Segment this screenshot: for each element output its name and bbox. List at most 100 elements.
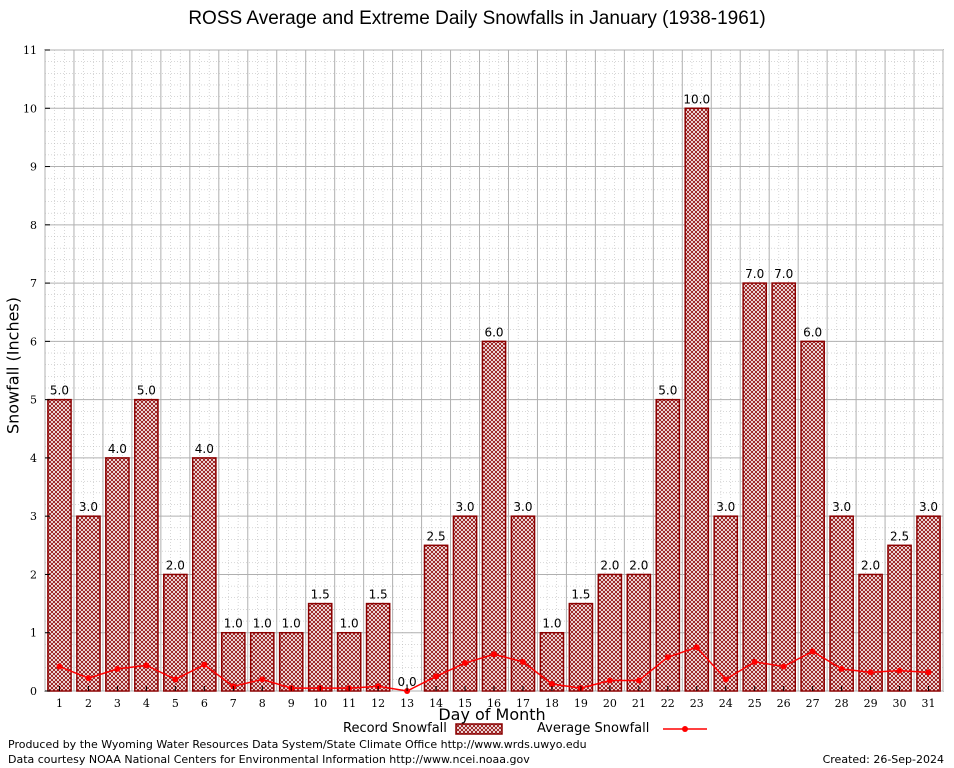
record-bar (191, 457, 217, 692)
record-bar (423, 544, 449, 692)
average-point (838, 665, 845, 672)
chart-title: ROSS Average and Extreme Daily Snowfalls… (188, 8, 766, 29)
bar-value-label: 2.0 (629, 558, 648, 572)
x-tick-label: 29 (864, 697, 878, 710)
y-tick-label: 1 (30, 627, 37, 640)
legend-record-label: Record Snowfall (343, 721, 447, 736)
bar-value-label: 5.0 (137, 384, 156, 398)
record-bar (568, 602, 594, 692)
footer-created: Created: 26-Sep-2024 (822, 753, 944, 766)
record-bar (916, 515, 941, 692)
x-tick-label: 6 (201, 697, 208, 710)
bar-value-label: 1.0 (340, 617, 359, 631)
record-bar (336, 631, 362, 692)
average-point (433, 673, 440, 680)
x-tick-label: 31 (922, 697, 936, 710)
bar-value-label: 3.0 (513, 500, 532, 514)
average-point (172, 676, 179, 683)
y-tick-label: 0 (30, 685, 37, 698)
record-bar (307, 602, 333, 692)
bar-value-label: 1.0 (542, 617, 561, 631)
x-tick-label: 27 (806, 697, 820, 710)
y-tick-label: 3 (30, 510, 37, 523)
x-tick-label: 18 (545, 697, 559, 710)
x-tick-label: 2 (85, 697, 92, 710)
bar-value-label: 2.0 (166, 558, 185, 572)
x-tick-label: 22 (661, 697, 675, 710)
record-bar (742, 282, 768, 692)
x-tick-label: 8 (259, 697, 266, 710)
x-tick-label: 25 (748, 697, 762, 710)
footer-data-source: Data courtesy NOAA National Centers for … (8, 753, 530, 766)
bar-value-label: 6.0 (484, 325, 503, 339)
record-bar (134, 398, 159, 692)
bar-value-label: 1.0 (282, 617, 301, 631)
x-tick-label: 17 (516, 697, 530, 710)
x-tick-label: 26 (777, 697, 791, 710)
bar-value-label: 2.5 (890, 529, 909, 543)
x-tick-label: 7 (230, 697, 237, 710)
bar-value-label: 4.0 (108, 442, 127, 456)
x-tick-label: 13 (400, 697, 414, 710)
average-point (780, 663, 787, 670)
record-bar (76, 515, 101, 692)
x-tick-label: 24 (719, 697, 733, 710)
x-tick-label: 1 (56, 697, 63, 710)
average-point (519, 658, 526, 665)
record-bar (220, 631, 246, 692)
y-axis-label: Snowfall (Inches) (3, 296, 23, 435)
y-tick-label: 4 (30, 452, 37, 465)
average-point (201, 661, 208, 668)
bar-value-label: 4.0 (195, 442, 214, 456)
record-bar (365, 602, 391, 692)
record-bar (597, 573, 623, 692)
y-tick-label: 5 (30, 394, 37, 407)
bar-value-label: 2.5 (427, 529, 446, 543)
average-point (693, 644, 700, 651)
x-tick-label: 11 (342, 697, 356, 710)
average-point (56, 663, 63, 670)
average-point (664, 654, 671, 661)
x-axis-ticks: 1 2 3 4 5 6 7 8 9 10 11 12 13 14 15 16 17 18 19 20 21 22 23 24 2… (56, 686, 936, 710)
y-tick-label: 9 (30, 161, 37, 174)
y-axis-ticks: 0 1 2 3 4 5 6 7 8 9 10 11 (23, 44, 50, 698)
bar-value-label: 3.0 (79, 500, 98, 514)
bar-value-labels: 5.0 3.0 4.0 5.0 2.0 4.0 1.0 1.0 1.0 1.5 1.0 1.5 0.0 2… (50, 92, 938, 689)
x-tick-label: 21 (632, 697, 646, 710)
average-point (722, 676, 729, 683)
x-tick-label: 10 (313, 697, 327, 710)
record-bar (481, 340, 507, 692)
y-tick-label: 10 (23, 102, 37, 115)
legend-average-swatch (663, 726, 707, 732)
average-point (896, 667, 903, 674)
x-tick-label: 14 (429, 697, 443, 710)
average-line (56, 644, 932, 694)
record-bar (655, 398, 681, 692)
bar-value-label: 3.0 (455, 500, 474, 514)
average-point (259, 676, 266, 683)
y-tick-label: 8 (30, 219, 37, 232)
bar-value-label: 1.0 (253, 617, 272, 631)
average-point (925, 669, 932, 676)
average-point (867, 669, 874, 676)
y-tick-label: 2 (30, 568, 37, 581)
average-point (143, 662, 150, 669)
average-point (85, 675, 92, 682)
x-tick-label: 5 (172, 697, 179, 710)
bar-value-label: 7.0 (774, 267, 793, 281)
bar-value-label: 1.5 (571, 588, 590, 602)
average-point (548, 681, 555, 688)
average-point (635, 677, 642, 684)
bar-value-label: 1.0 (224, 617, 243, 631)
bar-value-label: 5.0 (658, 384, 677, 398)
bar-value-label: 10.0 (683, 92, 710, 106)
x-tick-label: 16 (487, 697, 501, 710)
x-tick-label: 19 (574, 697, 588, 710)
y-tick-label: 11 (23, 44, 37, 57)
y-tick-label: 7 (30, 277, 37, 290)
x-tick-label: 30 (893, 697, 907, 710)
footer-producer: Produced by the Wyoming Water Resources … (8, 738, 587, 751)
x-tick-label: 23 (690, 697, 704, 710)
bar-value-label: 6.0 (803, 325, 822, 339)
record-bar (771, 282, 797, 692)
